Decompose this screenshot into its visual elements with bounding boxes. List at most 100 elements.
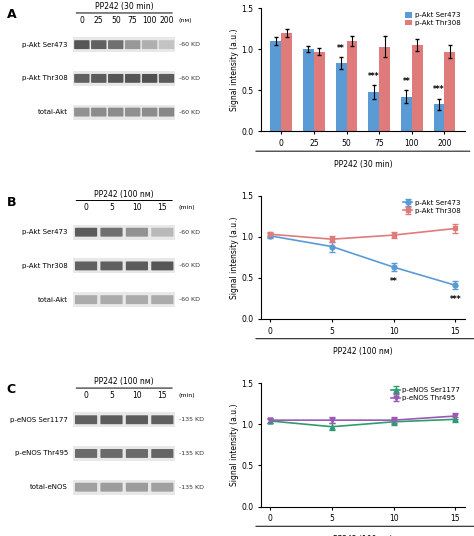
Text: -60 KD: -60 KD	[179, 109, 200, 115]
FancyBboxPatch shape	[126, 228, 148, 236]
Text: ***: ***	[433, 85, 445, 94]
Text: PP242 (30 min): PP242 (30 min)	[95, 2, 154, 11]
Text: 15: 15	[157, 391, 167, 400]
FancyBboxPatch shape	[73, 480, 175, 495]
Text: 100: 100	[142, 16, 157, 25]
Text: 200: 200	[159, 16, 174, 25]
FancyBboxPatch shape	[142, 40, 157, 49]
FancyBboxPatch shape	[100, 262, 123, 270]
FancyBboxPatch shape	[126, 415, 148, 424]
Y-axis label: Signal intensity (a.u.): Signal intensity (a.u.)	[229, 216, 238, 299]
Legend: p-eNOS Ser1177, p-eNOS Thr495: p-eNOS Ser1177, p-eNOS Thr495	[391, 386, 461, 402]
Text: -60 KD: -60 KD	[179, 297, 200, 302]
Bar	[336, 63, 346, 131]
FancyBboxPatch shape	[73, 37, 175, 52]
FancyBboxPatch shape	[108, 108, 123, 116]
Text: 10: 10	[132, 204, 142, 212]
FancyBboxPatch shape	[100, 483, 123, 492]
FancyBboxPatch shape	[75, 483, 97, 492]
Text: PP242 (100 nм): PP242 (100 nм)	[333, 347, 392, 356]
FancyBboxPatch shape	[73, 292, 175, 307]
FancyBboxPatch shape	[126, 449, 148, 458]
FancyBboxPatch shape	[74, 108, 90, 116]
Text: 25: 25	[94, 16, 104, 25]
Text: -60 KD: -60 KD	[179, 230, 200, 235]
Legend: p-Akt Ser473, p-Akt Thr308: p-Akt Ser473, p-Akt Thr308	[404, 11, 461, 27]
Text: **: **	[390, 277, 398, 286]
FancyBboxPatch shape	[73, 446, 175, 461]
Bar	[346, 41, 357, 131]
Legend: p-Akt Ser473, p-Akt Thr308: p-Akt Ser473, p-Akt Thr308	[403, 199, 461, 214]
Bar	[434, 105, 445, 131]
Text: p-Akt Ser473: p-Akt Ser473	[22, 229, 68, 235]
Bar	[445, 51, 456, 131]
Text: PP242 (100 nм): PP242 (100 nм)	[94, 190, 154, 199]
FancyBboxPatch shape	[151, 483, 173, 492]
FancyBboxPatch shape	[142, 108, 157, 116]
Bar	[379, 47, 390, 131]
FancyBboxPatch shape	[73, 258, 175, 273]
FancyBboxPatch shape	[126, 262, 148, 270]
Text: (min): (min)	[179, 393, 195, 398]
Text: ***: ***	[368, 72, 380, 81]
Text: **: **	[337, 44, 345, 53]
FancyBboxPatch shape	[73, 412, 175, 427]
FancyBboxPatch shape	[91, 74, 107, 83]
FancyBboxPatch shape	[100, 449, 123, 458]
Text: -135 KD: -135 KD	[179, 451, 204, 456]
FancyBboxPatch shape	[159, 108, 174, 116]
Bar	[303, 49, 314, 131]
Text: p-Akt Thr308: p-Akt Thr308	[22, 76, 68, 81]
FancyBboxPatch shape	[159, 74, 174, 83]
FancyBboxPatch shape	[108, 40, 123, 49]
Text: 0: 0	[83, 204, 89, 212]
Text: A: A	[7, 8, 17, 21]
FancyBboxPatch shape	[100, 415, 123, 424]
Text: PP242 (30 min): PP242 (30 min)	[334, 160, 392, 169]
Bar	[401, 97, 412, 131]
Bar	[412, 45, 423, 131]
Text: 50: 50	[111, 16, 120, 25]
Text: total-eNOS: total-eNOS	[30, 484, 68, 490]
FancyBboxPatch shape	[108, 74, 123, 83]
FancyBboxPatch shape	[151, 262, 173, 270]
Text: total-Akt: total-Akt	[38, 109, 68, 115]
Text: -60 KD: -60 KD	[179, 263, 200, 269]
Text: **: **	[402, 77, 410, 86]
FancyBboxPatch shape	[75, 295, 97, 304]
FancyBboxPatch shape	[151, 415, 173, 424]
Text: 15: 15	[157, 204, 167, 212]
Bar	[271, 41, 281, 131]
Bar	[314, 51, 325, 131]
Bar	[368, 92, 379, 131]
FancyBboxPatch shape	[125, 40, 140, 49]
Text: C: C	[7, 383, 16, 396]
FancyBboxPatch shape	[91, 108, 107, 116]
Text: -135 KD: -135 KD	[179, 417, 204, 422]
FancyBboxPatch shape	[73, 225, 175, 240]
FancyBboxPatch shape	[125, 108, 140, 116]
Text: -60 KD: -60 KD	[179, 42, 200, 47]
Text: -135 KD: -135 KD	[179, 485, 204, 490]
Text: 5: 5	[109, 204, 114, 212]
FancyBboxPatch shape	[75, 449, 97, 458]
Text: ***: ***	[449, 295, 461, 304]
FancyBboxPatch shape	[75, 228, 97, 236]
Y-axis label: Signal intensity (a.u.): Signal intensity (a.u.)	[229, 404, 238, 486]
Text: p-Akt Ser473: p-Akt Ser473	[22, 42, 68, 48]
Text: -60 KD: -60 KD	[179, 76, 200, 81]
Text: 75: 75	[128, 16, 137, 25]
FancyBboxPatch shape	[74, 40, 90, 49]
FancyBboxPatch shape	[142, 74, 157, 83]
FancyBboxPatch shape	[100, 295, 123, 304]
Text: PP242 (100 nм): PP242 (100 nм)	[94, 377, 154, 386]
Text: p-Akt Thr308: p-Akt Thr308	[22, 263, 68, 269]
Text: B: B	[7, 196, 16, 209]
FancyBboxPatch shape	[75, 415, 97, 424]
FancyBboxPatch shape	[74, 74, 90, 83]
Text: p-eNOS Thr495: p-eNOS Thr495	[15, 450, 68, 457]
FancyBboxPatch shape	[151, 228, 173, 236]
Text: 10: 10	[132, 391, 142, 400]
FancyBboxPatch shape	[151, 295, 173, 304]
FancyBboxPatch shape	[100, 228, 123, 236]
